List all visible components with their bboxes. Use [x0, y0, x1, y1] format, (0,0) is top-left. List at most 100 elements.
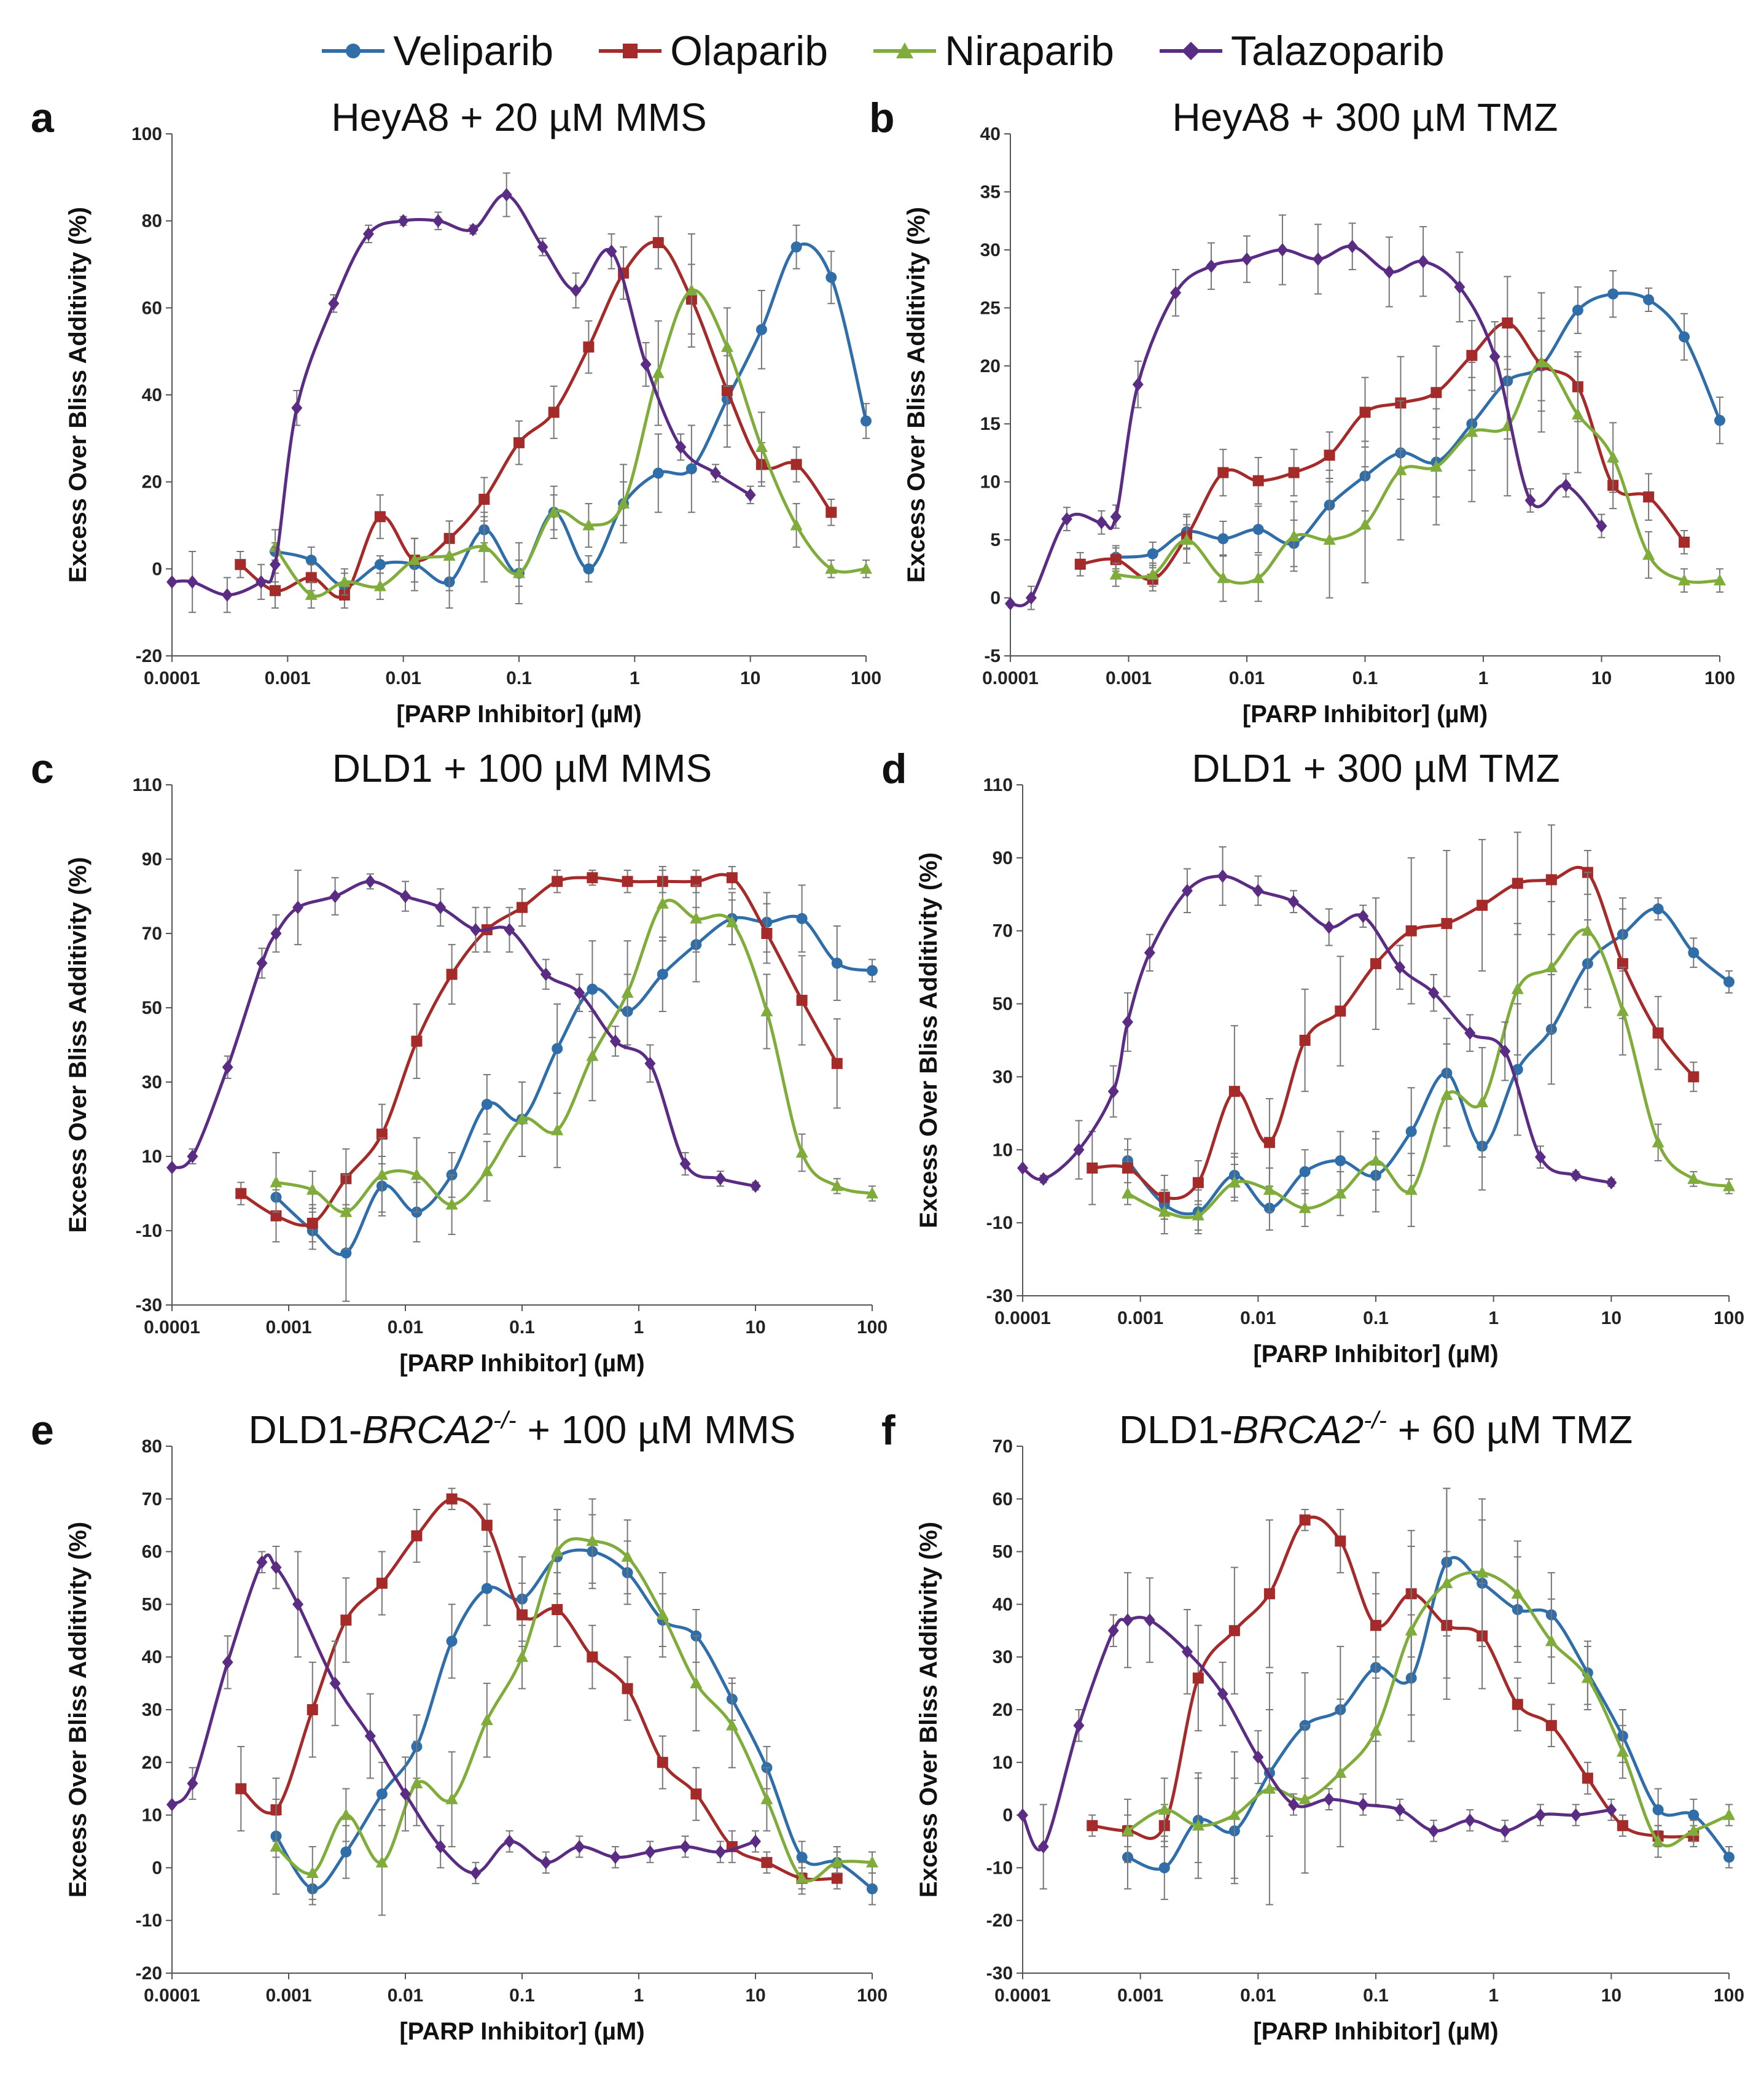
data-point	[222, 1655, 233, 1669]
series-line-olaparib	[240, 873, 838, 1227]
x-tick-label: 0.1	[509, 1317, 535, 1338]
chart-legend: Veliparib Olaparib Niraparib Talazoparib	[0, 11, 1764, 91]
data-point	[587, 872, 598, 884]
data-point	[1144, 1613, 1155, 1627]
series-line-niraparib	[275, 1537, 873, 1883]
y-axis-label: Excess Over Bliss Additivity (%)	[64, 207, 92, 583]
data-point	[1073, 1718, 1085, 1732]
data-point	[1405, 1183, 1418, 1195]
data-point	[1192, 1672, 1204, 1684]
x-tick-label: 10	[1601, 1308, 1622, 1328]
data-point	[480, 1164, 493, 1177]
data-point	[187, 1777, 198, 1791]
data-point	[709, 466, 721, 480]
data-point	[1535, 356, 1548, 368]
panel-title: DLD1-BRCA2-/- + 100 µM MMS	[249, 1407, 796, 1452]
data-point	[1299, 1035, 1311, 1046]
data-point	[1005, 597, 1016, 610]
data-point	[725, 1718, 738, 1731]
series-line-talazoparib	[1021, 1616, 1612, 1852]
data-point	[516, 1650, 528, 1662]
data-point	[1652, 1804, 1664, 1816]
data-point	[306, 1183, 319, 1195]
panel-title: HeyA8 + 300 µM TMZ	[1173, 95, 1558, 139]
data-point	[446, 1635, 458, 1647]
chart-panel-c: c DLD1 + 100 µM MMS-30-1010305070901100.0…	[31, 746, 888, 1377]
data-point	[1652, 1027, 1664, 1039]
data-point	[760, 1005, 773, 1017]
data-point	[445, 1792, 458, 1804]
panel-letter: c	[31, 746, 54, 792]
x-tick-label: 0.1	[506, 668, 532, 688]
y-tick-label: 10	[993, 1753, 1013, 1773]
data-point	[1122, 1163, 1133, 1174]
data-point	[1228, 1086, 1240, 1097]
series-line-niraparib	[1126, 1570, 1730, 1848]
y-tick-label: -10	[136, 1911, 162, 1931]
data-point	[166, 1161, 178, 1175]
x-tick-label: 0.1	[1363, 1308, 1389, 1328]
data-point	[270, 585, 281, 596]
data-point	[1582, 1772, 1593, 1784]
data-point	[375, 1168, 388, 1180]
data-point	[1652, 903, 1664, 915]
data-point	[446, 968, 458, 980]
data-point	[1252, 524, 1264, 536]
data-point	[574, 1840, 585, 1854]
data-point	[796, 913, 808, 924]
data-point	[714, 1172, 726, 1186]
data-point	[1323, 1792, 1335, 1806]
x-tick-label: 0.0001	[144, 1985, 200, 2006]
data-point	[1158, 1803, 1171, 1815]
data-point	[761, 1856, 773, 1868]
y-tick-label: 30	[993, 1067, 1013, 1087]
data-point	[470, 1866, 482, 1880]
x-tick-label: 0.01	[388, 1985, 423, 2006]
data-point	[1144, 946, 1155, 960]
data-point	[1252, 884, 1264, 898]
legend-swatch-niraparib	[873, 42, 937, 58]
data-point	[652, 467, 664, 479]
data-point	[1607, 451, 1620, 462]
y-tick-label: 0	[152, 1858, 162, 1878]
y-tick-label: -10	[986, 1858, 1013, 1878]
data-point	[795, 1871, 808, 1883]
data-point	[1346, 240, 1358, 254]
data-point	[292, 900, 304, 914]
data-point	[831, 1058, 843, 1069]
data-point	[1418, 254, 1429, 268]
chart-panel-d: d DLD1 + 300 µM TMZ-30-1010305070901100.0…	[881, 746, 1744, 1368]
data-point	[1652, 1834, 1664, 1847]
series-line-talazoparib	[171, 1553, 756, 1875]
data-point	[652, 366, 665, 378]
data-point	[1688, 1809, 1700, 1821]
data-point	[1560, 478, 1572, 493]
data-point	[1334, 1186, 1347, 1199]
data-point	[640, 357, 652, 372]
x-tick-label: 0.0001	[144, 1317, 200, 1338]
data-point	[866, 1855, 878, 1868]
data-point	[1122, 1613, 1133, 1627]
y-tick-label: -5	[984, 646, 1001, 666]
data-point	[1252, 475, 1264, 486]
y-axis-label: Excess Over Bliss Additivity (%)	[64, 1522, 92, 1898]
y-tick-label: 30	[993, 1647, 1013, 1667]
data-point	[866, 1186, 878, 1199]
x-tick-label: 10	[1601, 1985, 1622, 2006]
data-point	[1263, 1782, 1276, 1794]
data-point	[1581, 924, 1594, 936]
data-point	[443, 549, 456, 561]
y-tick-label: 50	[993, 994, 1013, 1015]
data-point	[481, 1519, 493, 1531]
data-point	[1489, 349, 1501, 364]
data-point	[547, 505, 560, 518]
x-tick-label: 100	[857, 1317, 888, 1338]
data-point	[1217, 571, 1230, 583]
x-axis-label: [PARP Inhibitor] (µM)	[399, 2018, 644, 2045]
data-point	[644, 1056, 656, 1070]
data-point	[1524, 493, 1536, 507]
data-point	[1158, 1862, 1170, 1874]
y-tick-label: 70	[993, 921, 1013, 941]
data-point	[1606, 1803, 1617, 1817]
